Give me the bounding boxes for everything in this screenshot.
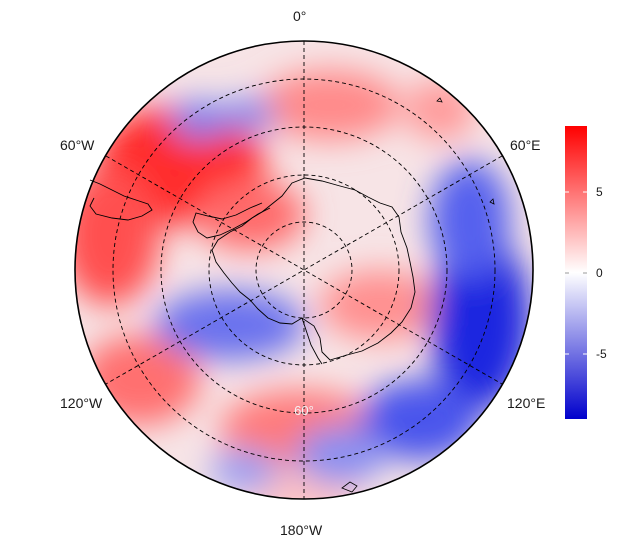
colorbar-tick-0: 0 — [596, 266, 603, 280]
colorbar-tick-5: 5 — [596, 185, 603, 199]
antarctica-coastline — [192, 177, 416, 365]
latitude-label: 60° — [294, 403, 314, 418]
south-america-coastline — [89, 179, 153, 221]
map-boundary — [74, 40, 534, 500]
longitude-label-180w: 180°W — [280, 522, 323, 538]
islands — [341, 97, 495, 493]
colorbar — [565, 126, 587, 419]
anomaly-field — [75, 41, 533, 499]
graticule — [105, 41, 503, 499]
longitude-label-120w: 120°W — [60, 395, 103, 411]
longitude-label-60w: 60°W — [60, 137, 95, 153]
longitude-label-60e: 60°E — [510, 137, 541, 153]
longitude-label-120e: 120°E — [507, 395, 546, 411]
latitude-ring — [255, 221, 353, 319]
meridian-60e-120w — [105, 155, 503, 385]
longitude-label-0: 0° — [293, 8, 307, 24]
meridian-60w-120e — [105, 155, 503, 385]
colorbar-tick-minus5: -5 — [596, 347, 607, 361]
